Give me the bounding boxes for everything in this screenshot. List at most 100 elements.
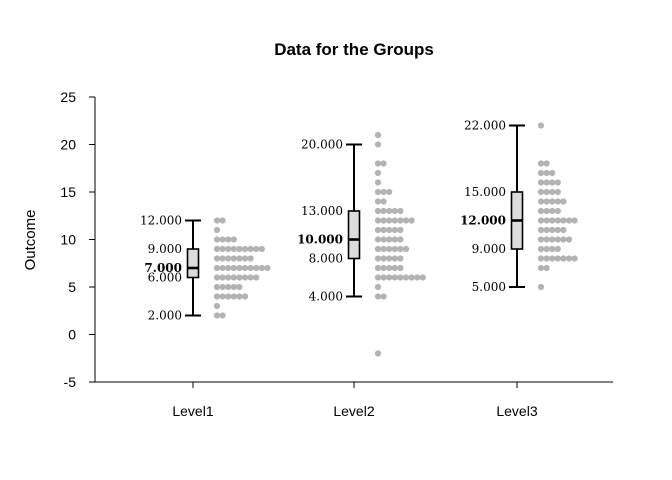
data-point xyxy=(247,274,254,281)
data-point xyxy=(386,207,393,215)
data-point xyxy=(402,274,410,281)
data-point xyxy=(374,188,382,196)
data-point xyxy=(225,293,232,300)
data-point xyxy=(554,198,561,205)
data-point xyxy=(537,188,545,196)
data-point xyxy=(236,245,243,253)
data-point xyxy=(258,245,265,253)
stat-label-q1: 6.000 xyxy=(148,271,182,285)
data-point xyxy=(374,350,382,357)
data-point xyxy=(236,255,243,262)
stat-label-min: 2.000 xyxy=(148,309,182,323)
data-point xyxy=(241,293,249,300)
data-point xyxy=(543,255,550,262)
stat-label-min: 4.000 xyxy=(309,290,343,304)
data-point xyxy=(537,217,545,224)
data-point xyxy=(225,274,232,281)
data-point xyxy=(537,255,545,262)
chart-title: Data for the Groups xyxy=(274,40,434,59)
data-point xyxy=(397,207,404,215)
data-point xyxy=(554,179,561,186)
data-point xyxy=(253,245,260,253)
data-point xyxy=(374,169,382,177)
data-point xyxy=(554,226,561,234)
data-point xyxy=(230,255,237,262)
stat-label-q3: 15.000 xyxy=(464,185,506,199)
data-point xyxy=(537,283,545,291)
data-point xyxy=(391,236,398,243)
data-point xyxy=(549,245,556,253)
data-point xyxy=(225,255,232,262)
data-point xyxy=(386,217,393,224)
x-axis-ticks: Level1 Level2 Level3 xyxy=(172,382,538,419)
y-tick-label: -5 xyxy=(64,374,77,390)
data-point xyxy=(374,226,382,234)
data-point xyxy=(554,217,561,224)
data-point xyxy=(391,274,398,281)
data-point xyxy=(386,236,393,243)
data-point xyxy=(230,236,237,243)
data-point xyxy=(213,226,221,234)
stat-label-q1: 9.000 xyxy=(472,242,506,256)
data-point xyxy=(380,198,387,205)
data-point xyxy=(230,293,237,300)
stat-label-q3: 13.000 xyxy=(301,204,343,218)
data-point xyxy=(537,179,545,186)
data-point xyxy=(560,255,567,262)
data-point xyxy=(537,245,545,253)
data-point xyxy=(213,312,221,319)
data-point xyxy=(543,198,550,205)
data-point xyxy=(537,236,545,243)
data-point xyxy=(391,245,398,253)
data-point xyxy=(571,255,578,262)
data-point xyxy=(537,122,545,129)
data-point xyxy=(571,217,578,224)
data-point xyxy=(537,207,545,215)
data-point xyxy=(219,217,226,224)
data-point xyxy=(397,226,404,234)
data-point xyxy=(391,226,398,234)
data-point xyxy=(219,264,226,272)
data-point xyxy=(380,226,387,234)
data-point xyxy=(386,226,393,234)
data-point xyxy=(537,226,545,234)
data-point xyxy=(386,274,393,281)
data-point xyxy=(241,274,249,281)
y-tick-label: 10 xyxy=(60,232,76,248)
stat-label-q3: 9.000 xyxy=(148,242,182,256)
data-point xyxy=(549,236,556,243)
stat-label-min: 5.000 xyxy=(472,280,506,294)
data-point xyxy=(374,131,382,139)
data-point xyxy=(397,255,404,262)
data-point xyxy=(219,245,226,253)
data-point xyxy=(402,245,410,253)
data-point xyxy=(408,274,415,281)
data-point xyxy=(225,245,232,253)
data-point xyxy=(537,160,545,167)
data-point xyxy=(419,274,426,281)
stat-label-median: 7.000 xyxy=(144,261,182,275)
data-point xyxy=(560,217,567,224)
data-point xyxy=(374,207,382,215)
data-point xyxy=(391,207,398,215)
data-point xyxy=(219,236,226,243)
data-point xyxy=(554,245,561,253)
y-tick-label: 15 xyxy=(60,184,76,200)
data-point xyxy=(374,217,382,224)
data-point xyxy=(264,264,271,272)
data-point xyxy=(549,169,556,177)
data-point xyxy=(230,264,237,272)
data-point xyxy=(391,217,398,224)
data-point xyxy=(380,245,387,253)
data-point xyxy=(380,188,387,196)
data-point xyxy=(537,169,545,177)
data-point xyxy=(258,264,265,272)
stat-label-q1: 8.000 xyxy=(309,252,343,266)
data-point xyxy=(560,198,567,205)
y-axis-ticks: -5 0 5 10 15 20 25 xyxy=(60,89,95,390)
data-point xyxy=(554,207,561,215)
data-point xyxy=(374,160,382,167)
data-point xyxy=(225,236,232,243)
